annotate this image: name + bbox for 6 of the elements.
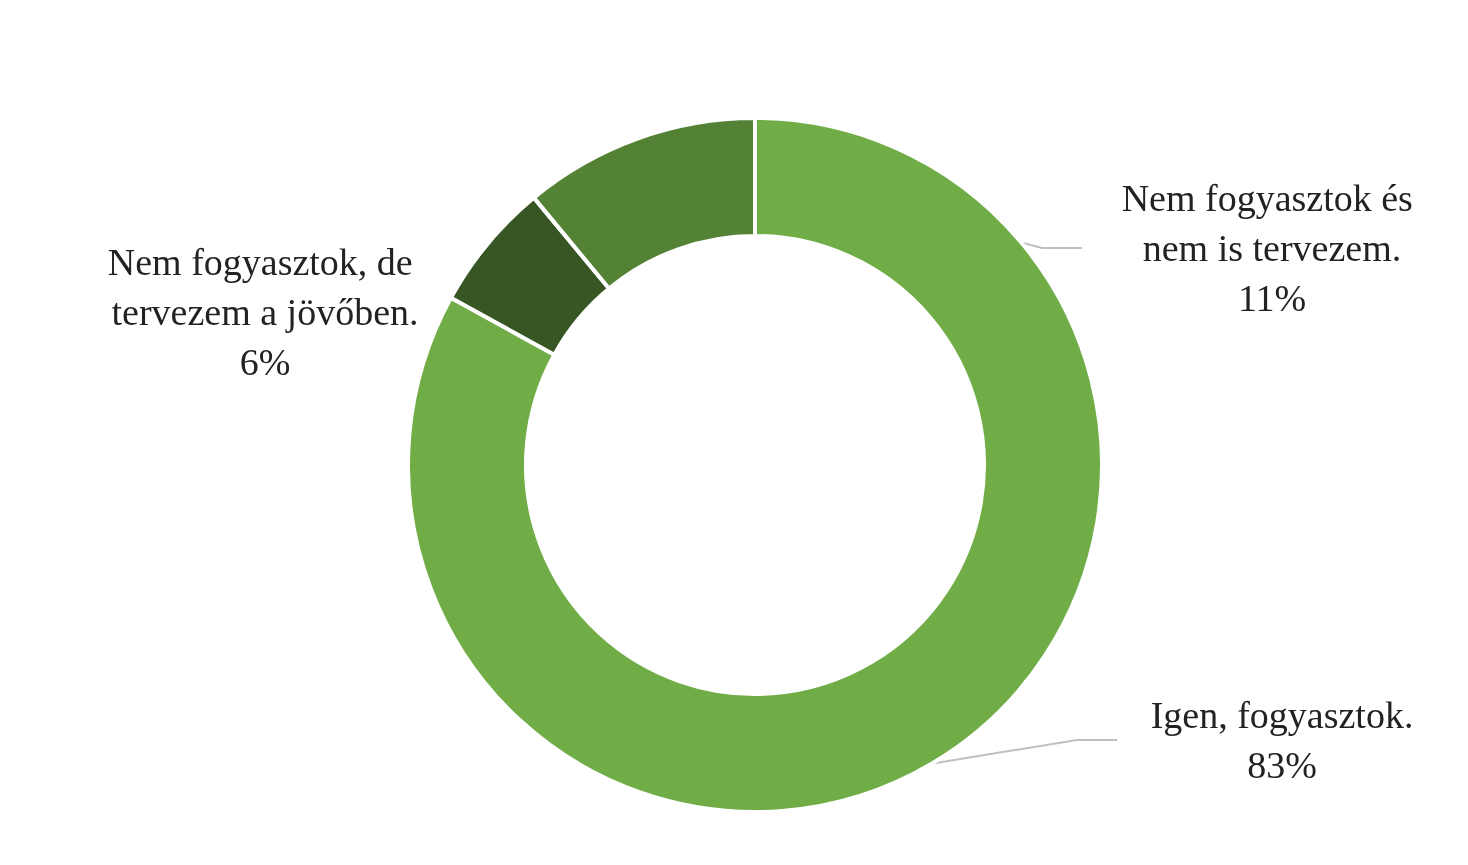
data-label: 83%	[1247, 744, 1317, 786]
data-label: 11%	[1237, 277, 1307, 319]
slice-label: Nem fogyasztok, de tervezem a jövőben.	[107, 241, 423, 333]
slice-label: Igen, fogyasztok.	[1150, 694, 1414, 736]
slice-label: Nem fogyasztok és nem is tervezem.	[1121, 177, 1423, 269]
data-label: 6%	[239, 341, 291, 383]
